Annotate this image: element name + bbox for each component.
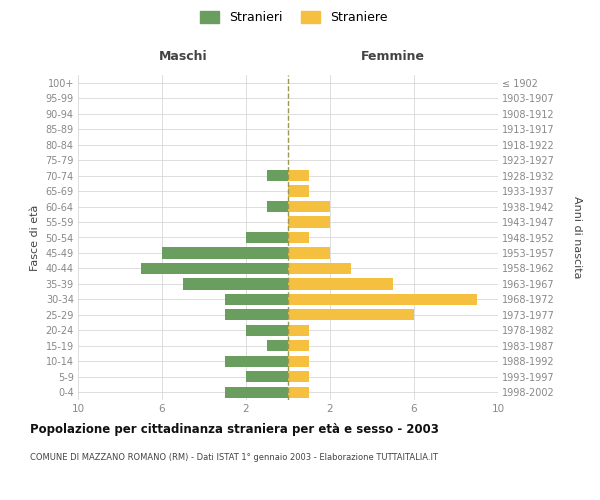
Text: Femmine: Femmine — [361, 50, 425, 62]
Bar — [141, 263, 288, 274]
Bar — [288, 340, 309, 351]
Text: COMUNE DI MAZZANO ROMANO (RM) - Dati ISTAT 1° gennaio 2003 - Elaborazione TUTTAI: COMUNE DI MAZZANO ROMANO (RM) - Dati IST… — [30, 452, 438, 462]
Text: Maschi: Maschi — [158, 50, 208, 62]
Bar — [246, 325, 288, 336]
Bar — [288, 216, 330, 228]
Bar — [162, 248, 288, 258]
Bar — [267, 201, 288, 212]
Bar — [288, 356, 309, 367]
Bar — [288, 386, 309, 398]
Bar — [246, 232, 288, 243]
Bar — [225, 310, 288, 320]
Bar — [288, 371, 309, 382]
Text: Popolazione per cittadinanza straniera per età e sesso - 2003: Popolazione per cittadinanza straniera p… — [30, 422, 439, 436]
Legend: Stranieri, Straniere: Stranieri, Straniere — [200, 11, 388, 24]
Bar — [288, 201, 330, 212]
Bar — [288, 325, 309, 336]
Y-axis label: Anni di nascita: Anni di nascita — [572, 196, 582, 279]
Bar — [288, 263, 351, 274]
Bar — [288, 232, 309, 243]
Bar — [288, 294, 477, 305]
Bar — [288, 170, 309, 181]
Bar — [225, 294, 288, 305]
Bar — [225, 356, 288, 367]
Y-axis label: Fasce di età: Fasce di età — [30, 204, 40, 270]
Bar — [183, 278, 288, 289]
Bar — [288, 248, 330, 258]
Bar — [267, 340, 288, 351]
Bar — [246, 371, 288, 382]
Bar — [225, 386, 288, 398]
Bar — [288, 186, 309, 196]
Bar — [288, 310, 414, 320]
Bar — [267, 170, 288, 181]
Bar — [288, 278, 393, 289]
